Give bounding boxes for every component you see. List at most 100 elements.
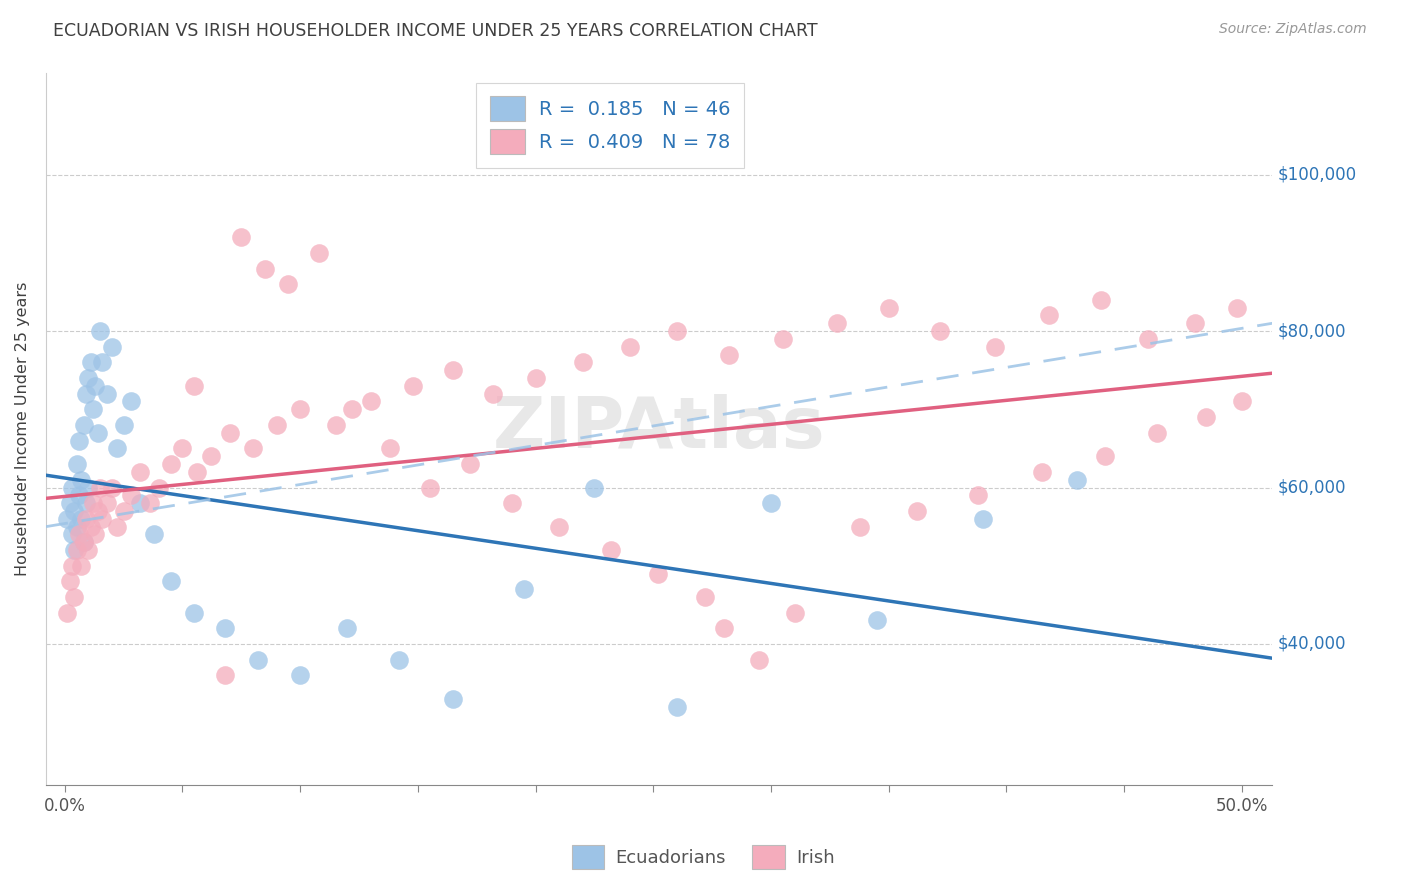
- Text: Source: ZipAtlas.com: Source: ZipAtlas.com: [1219, 22, 1367, 37]
- Point: [186, 465, 208, 479]
- Point: [1195, 410, 1218, 425]
- Point: [77, 543, 100, 558]
- Point: [983, 340, 1005, 354]
- Point: [77, 481, 100, 495]
- Point: [548, 519, 571, 533]
- Point: [242, 442, 264, 456]
- Point: [67, 527, 90, 541]
- Point: [75, 496, 97, 510]
- Point: [96, 496, 118, 510]
- Point: [120, 394, 142, 409]
- Point: [120, 488, 142, 502]
- Point: [60, 527, 83, 541]
- Point: [87, 504, 110, 518]
- Y-axis label: Householder Income Under 25 years: Householder Income Under 25 years: [15, 282, 30, 576]
- Legend: Ecuadorians, Irish: Ecuadorians, Irish: [564, 838, 842, 876]
- Point: [58, 574, 80, 589]
- Point: [80, 519, 103, 533]
- Point: [717, 347, 740, 361]
- Point: [246, 652, 269, 666]
- Point: [72, 417, 94, 432]
- Point: [214, 668, 236, 682]
- Text: $60,000: $60,000: [1277, 478, 1346, 497]
- Point: [1146, 425, 1168, 440]
- Point: [360, 394, 382, 409]
- Point: [82, 496, 104, 510]
- Point: [665, 699, 688, 714]
- Point: [693, 590, 716, 604]
- Point: [665, 324, 688, 338]
- Point: [866, 614, 889, 628]
- Point: [1038, 309, 1060, 323]
- Point: [1031, 465, 1053, 479]
- Point: [277, 277, 299, 292]
- Point: [89, 324, 111, 338]
- Point: [70, 558, 93, 573]
- Point: [65, 519, 87, 533]
- Point: [159, 574, 181, 589]
- Point: [129, 496, 152, 510]
- Point: [583, 481, 606, 495]
- Point: [67, 434, 90, 448]
- Point: [91, 512, 114, 526]
- Point: [266, 417, 288, 432]
- Point: [759, 496, 782, 510]
- Legend: R =  0.185   N = 46, R =  0.409   N = 78: R = 0.185 N = 46, R = 0.409 N = 78: [477, 83, 744, 168]
- Point: [60, 558, 83, 573]
- Point: [72, 535, 94, 549]
- Point: [1184, 316, 1206, 330]
- Point: [290, 668, 312, 682]
- Point: [1136, 332, 1159, 346]
- Point: [65, 457, 87, 471]
- Point: [101, 481, 124, 495]
- Point: [524, 371, 547, 385]
- Point: [929, 324, 952, 338]
- Point: [172, 442, 194, 456]
- Point: [619, 340, 641, 354]
- Point: [75, 512, 97, 526]
- Point: [159, 457, 181, 471]
- Point: [143, 527, 166, 541]
- Point: [772, 332, 794, 346]
- Point: [75, 386, 97, 401]
- Point: [877, 301, 900, 315]
- Point: [82, 402, 104, 417]
- Point: [849, 519, 872, 533]
- Text: $80,000: $80,000: [1277, 322, 1346, 340]
- Point: [647, 566, 669, 581]
- Point: [56, 512, 79, 526]
- Point: [112, 417, 135, 432]
- Point: [967, 488, 990, 502]
- Point: [58, 496, 80, 510]
- Point: [63, 543, 86, 558]
- Point: [325, 417, 347, 432]
- Point: [87, 425, 110, 440]
- Point: [336, 621, 359, 635]
- Point: [402, 379, 425, 393]
- Point: [378, 442, 401, 456]
- Point: [713, 621, 735, 635]
- Point: [214, 621, 236, 635]
- Text: $100,000: $100,000: [1277, 166, 1357, 184]
- Point: [340, 402, 363, 417]
- Point: [84, 527, 107, 541]
- Point: [1066, 473, 1088, 487]
- Text: ZIPAtlas: ZIPAtlas: [494, 394, 825, 463]
- Point: [80, 355, 103, 369]
- Point: [388, 652, 411, 666]
- Point: [96, 386, 118, 401]
- Point: [72, 535, 94, 549]
- Point: [105, 519, 128, 533]
- Point: [231, 230, 253, 244]
- Point: [458, 457, 481, 471]
- Point: [1094, 449, 1116, 463]
- Point: [513, 582, 536, 597]
- Point: [748, 652, 770, 666]
- Point: [290, 402, 312, 417]
- Point: [60, 481, 83, 495]
- Point: [501, 496, 523, 510]
- Point: [482, 386, 505, 401]
- Point: [70, 473, 93, 487]
- Point: [91, 355, 114, 369]
- Point: [441, 363, 464, 377]
